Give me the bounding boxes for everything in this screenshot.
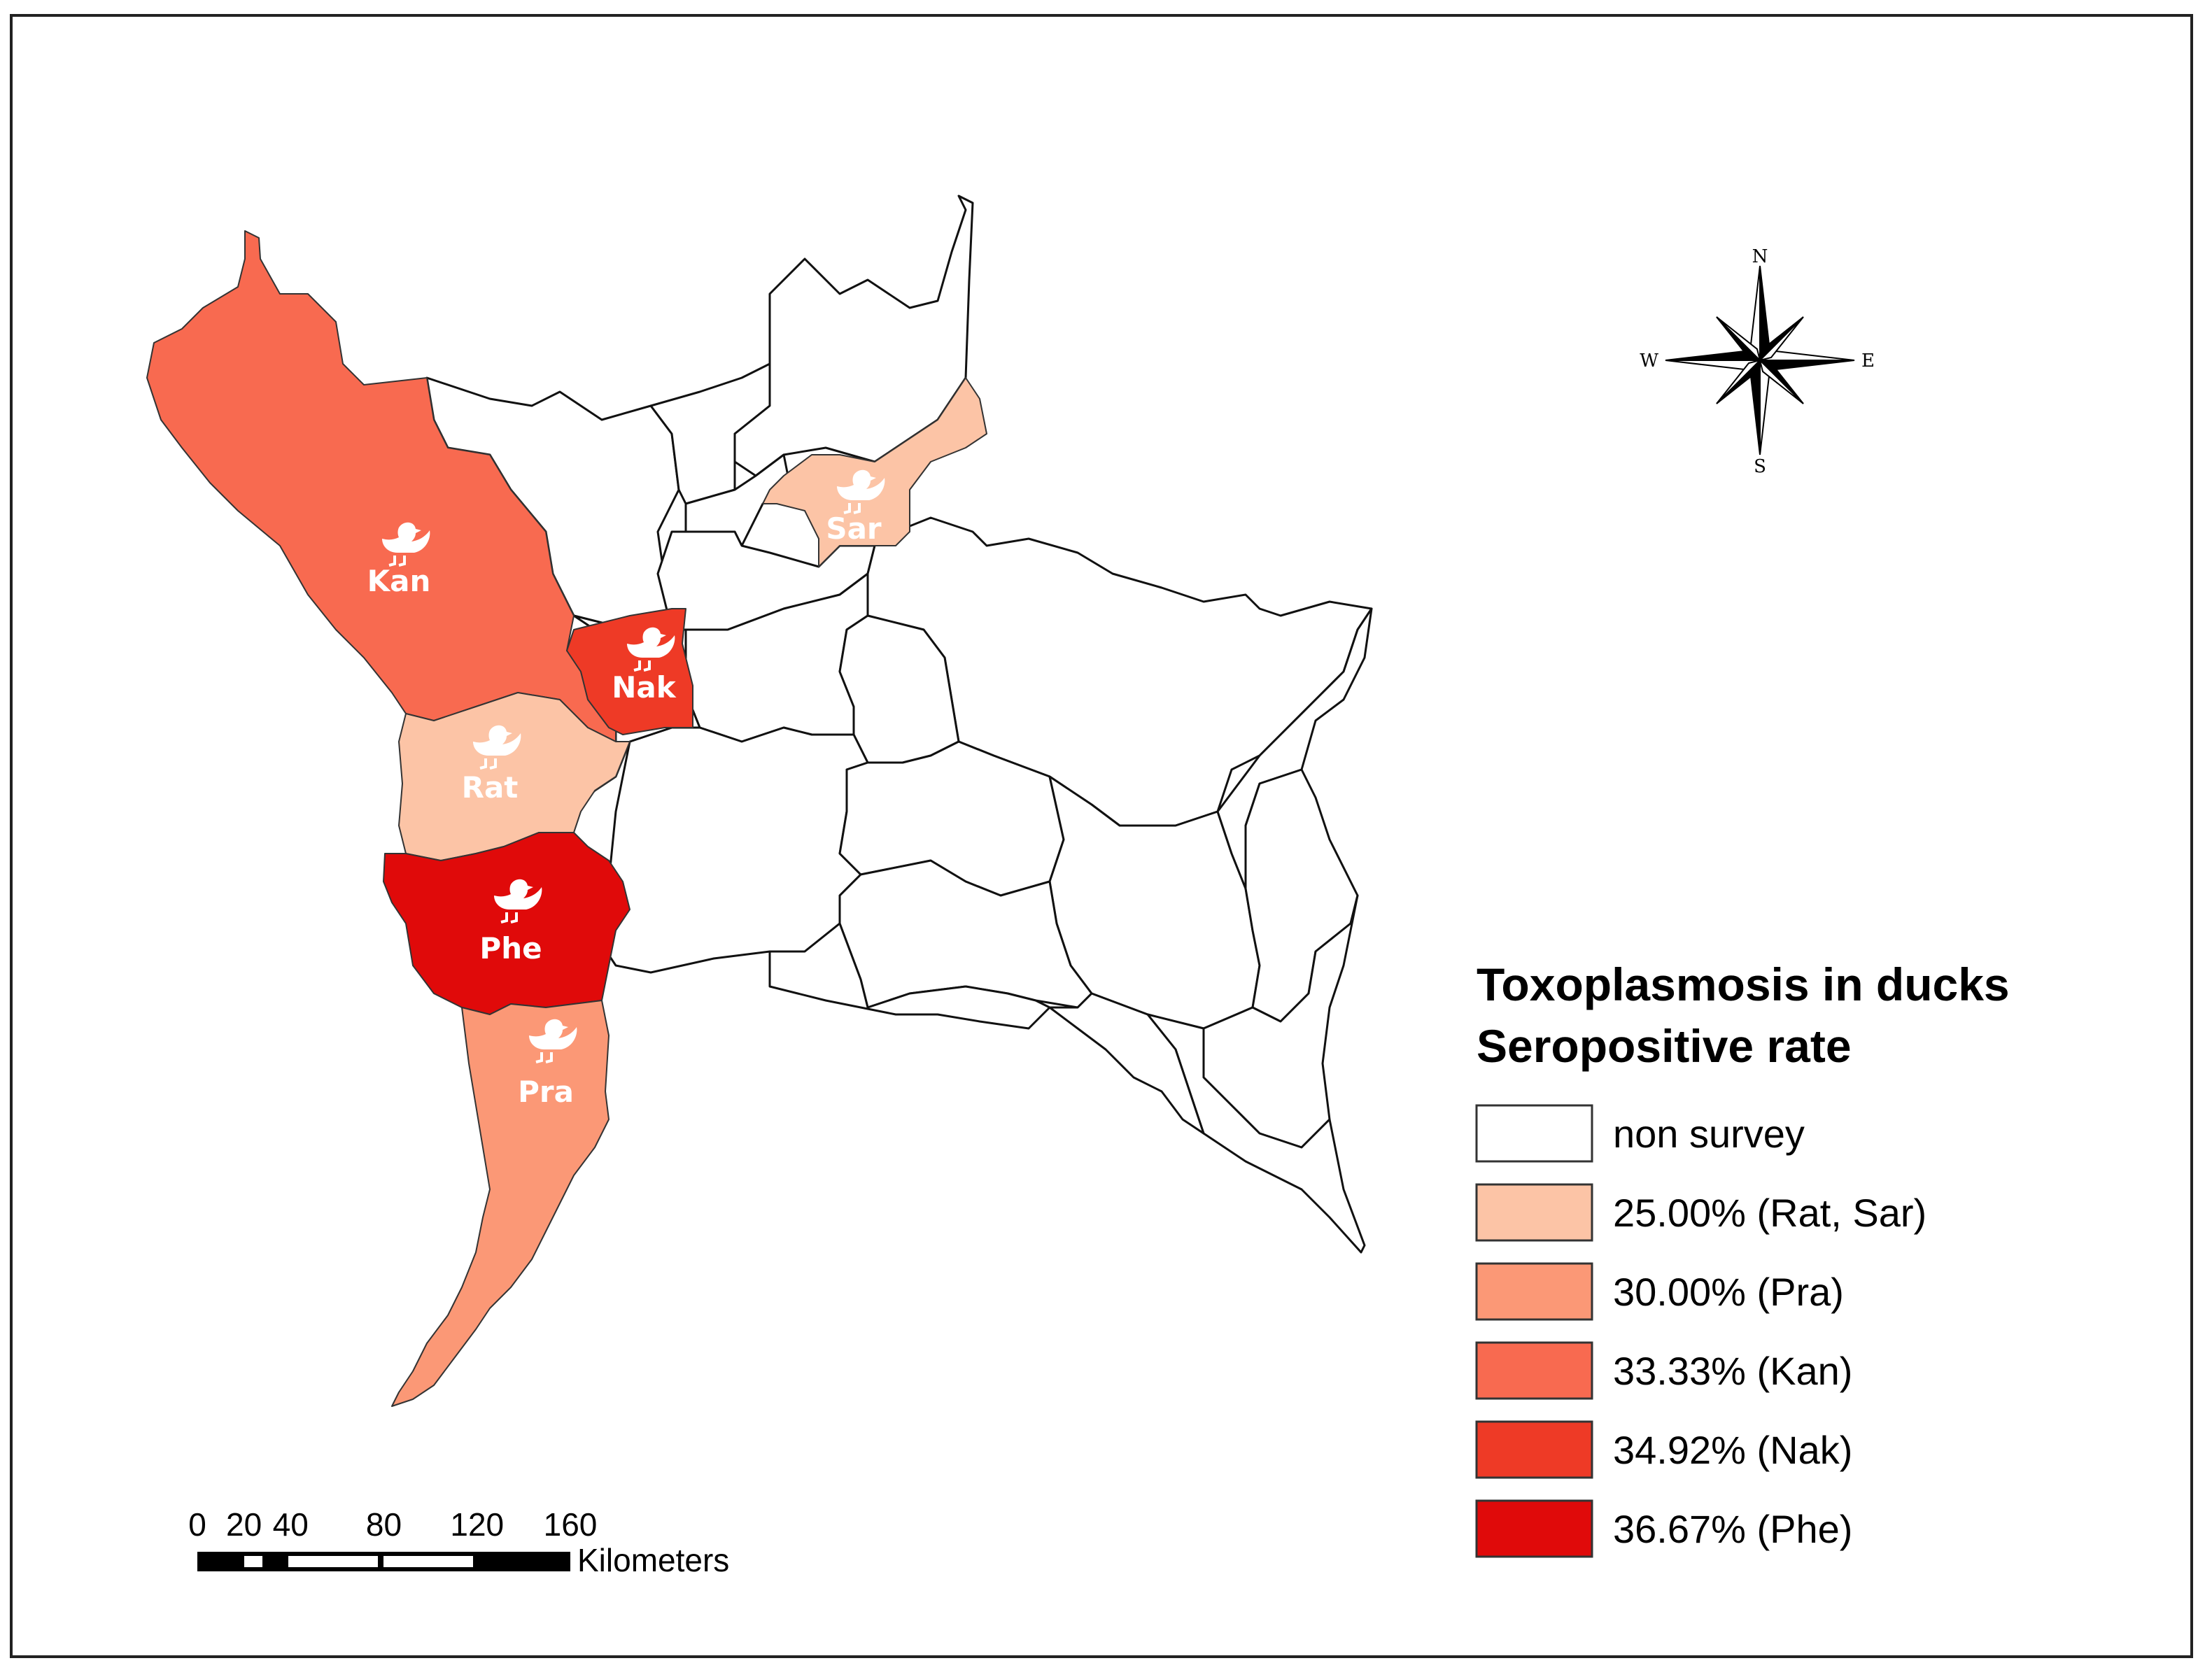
scale-tick-labels: 0 20 40 80 120 160 (188, 1506, 597, 1543)
legend-title-line1: Toxoplasmosis in ducks (1477, 958, 2010, 1010)
scale-bar-segment (383, 1556, 473, 1567)
province-coast-2 (1048, 992, 1205, 1135)
province-label-rat: Rat (462, 770, 519, 805)
compass-w: W (1640, 351, 1658, 372)
legend-label: 34.92% (Nak) (1613, 1428, 1852, 1472)
label-phe: Phe (479, 877, 544, 965)
compass-s: S (1754, 456, 1766, 477)
label-sar: Sar (826, 468, 887, 546)
legend-swatch (1475, 1262, 1593, 1321)
legend-swatch (1475, 1499, 1593, 1558)
province-nak (566, 608, 693, 735)
legend-swatch (1475, 1104, 1593, 1163)
province-labels: Kan Nak Rat Sar Phe Pra (367, 468, 887, 1109)
label-pra: Pra (518, 1017, 579, 1109)
legend-items: non survey 25.00% (Rat, Sar) 30.00% (Pra) 3… (1475, 1104, 1926, 1558)
legend-swatch (1475, 1183, 1593, 1242)
surveyed-provinces (146, 230, 987, 1407)
scale-bar-segment (288, 1556, 378, 1567)
legend-swatch (1475, 1420, 1593, 1479)
province-north-4 (684, 453, 792, 547)
scale-tick-label: 0 (188, 1506, 206, 1543)
province-southeast-2 (1244, 768, 1359, 1023)
province-phe (383, 832, 631, 1015)
scale-tick-label: 40 (273, 1506, 309, 1543)
province-sar (762, 377, 987, 567)
legend-label: 33.33% (Kan) (1613, 1349, 1852, 1393)
scale-tick-label: 120 (450, 1506, 504, 1543)
province-north-3 (733, 194, 974, 477)
legend: Toxoplasmosis in ducks Seropositive rate… (1475, 958, 2010, 1558)
legend-label: 25.00% (Rat, Sar) (1613, 1191, 1926, 1235)
province-rat (398, 692, 631, 861)
province-label-kan: Kan (367, 564, 431, 598)
scale-bar-segment (244, 1556, 262, 1567)
label-rat: Rat (462, 723, 523, 805)
legend-swatch (1475, 1341, 1593, 1400)
scale-tick-label: 160 (544, 1506, 598, 1543)
legend-label: 36.67% (Phe) (1613, 1507, 1852, 1551)
province-coast-1 (768, 922, 1051, 1030)
province-pra (391, 1000, 610, 1407)
compass-rose: N S E W (1640, 246, 1875, 477)
scale-tick-label: 20 (226, 1506, 262, 1543)
province-label-phe: Phe (479, 931, 542, 965)
legend-label: non survey (1613, 1112, 1805, 1156)
province-label-sar: Sar (826, 511, 882, 546)
scale-unit: Kilometers (577, 1542, 729, 1578)
label-kan: Kan (367, 521, 432, 598)
label-nak: Nak (612, 625, 677, 705)
legend-label: 30.00% (Pra) (1613, 1270, 1844, 1314)
legend-title-line2: Seropositive rate (1477, 1020, 1852, 1072)
compass-n: N (1752, 246, 1768, 267)
compass-e: E (1861, 351, 1875, 372)
scale-tick-label: 80 (366, 1506, 402, 1543)
province-label-nak: Nak (612, 670, 676, 705)
scale-bar: 0 20 40 80 120 160 Kilometers (188, 1506, 729, 1578)
province-label-pra: Pra (518, 1075, 574, 1109)
